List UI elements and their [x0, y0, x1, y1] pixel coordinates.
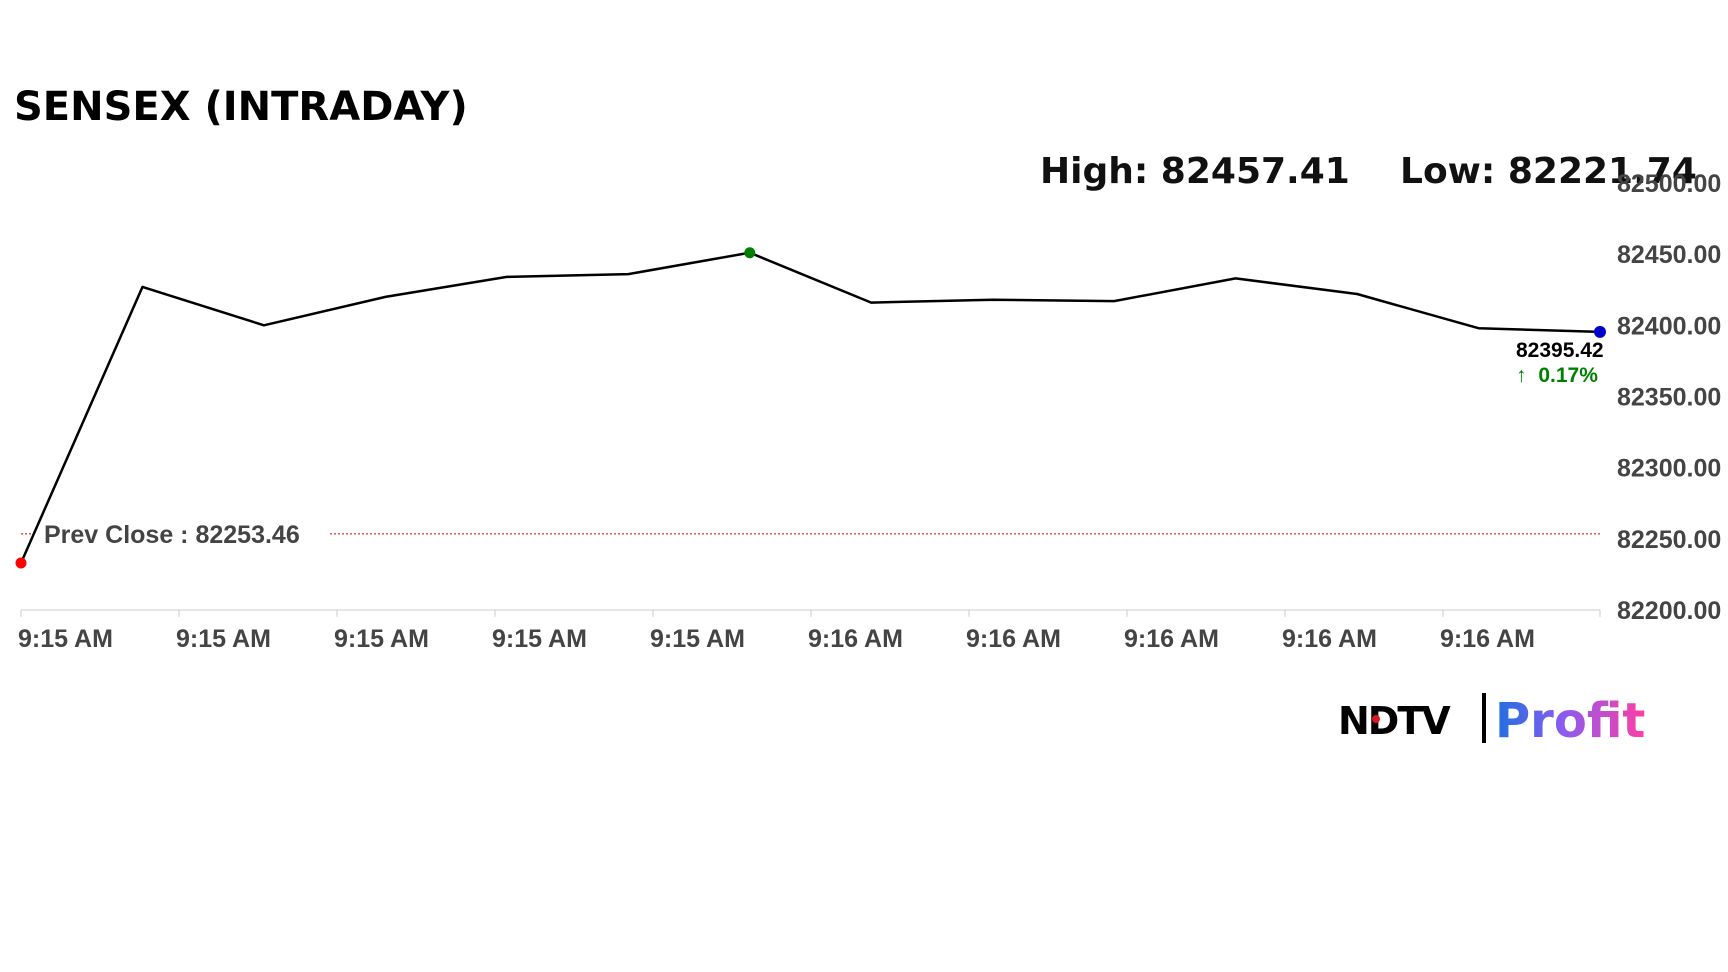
change-arrow-icon: ↑ — [1516, 364, 1527, 387]
price-line — [19, 251, 1601, 564]
brand-divider — [1482, 693, 1486, 743]
last-point-marker — [1594, 325, 1606, 338]
brand-ndtv: NDTV — [1338, 699, 1451, 743]
markers-group — [15, 247, 1606, 569]
y-tick-label: 82450.00 — [1617, 241, 1721, 269]
brand-profit: Profit — [1495, 693, 1645, 749]
y-tick-label: 82400.00 — [1617, 312, 1721, 340]
x-tick-label: 9:16 AM — [1440, 625, 1535, 653]
start-point-marker — [15, 557, 27, 569]
x-tick-label: 9:16 AM — [1124, 625, 1219, 653]
x-tick-label: 9:15 AM — [650, 625, 745, 653]
low-label: Low: 82221.74 — [1400, 151, 1697, 192]
brand-dot-icon — [1372, 715, 1380, 723]
x-tick-label: 9:16 AM — [966, 625, 1061, 653]
x-tick-label: 9:15 AM — [492, 625, 587, 653]
change-percent: 0.17% — [1538, 364, 1598, 387]
x-tick-label: 9:15 AM — [334, 625, 429, 653]
prev-close-group: Prev Close : 82253.46 — [21, 521, 1600, 549]
x-tick-label: 9:15 AM — [176, 625, 271, 653]
y-tick-label: 82500.00 — [1617, 170, 1721, 198]
change-label: ↑ 0.17% — [1516, 364, 1598, 387]
y-tick-label: 82250.00 — [1617, 526, 1721, 554]
prev-close-label: Prev Close : 82253.46 — [44, 521, 300, 549]
y-tick-label: 82350.00 — [1617, 384, 1721, 412]
y-tick-label: 82300.00 — [1617, 455, 1721, 483]
y-axis: 82500.00 82450.00 82400.00 82350.00 82300.00… — [1617, 170, 1721, 625]
x-tick-label: 9:16 AM — [1282, 625, 1377, 653]
x-tick-label: 9:16 AM — [808, 625, 903, 653]
high-point-marker — [744, 247, 756, 259]
x-tick-label: 9:15 AM — [18, 625, 113, 653]
chart-title: SENSEX (INTRADAY) — [14, 84, 468, 130]
x-axis: 9:15 AM 9:15 AM 9:15 AM 9:15 AM 9:15 AM 9:16 … — [18, 609, 1601, 653]
last-value-label: 82395.42 — [1516, 339, 1604, 362]
y-tick-label: 82200.00 — [1617, 597, 1721, 625]
high-label: High: 82457.41 — [1040, 151, 1350, 192]
ndtv-profit-logo: NDTV Profit — [1338, 693, 1645, 749]
series-group — [19, 251, 1601, 564]
